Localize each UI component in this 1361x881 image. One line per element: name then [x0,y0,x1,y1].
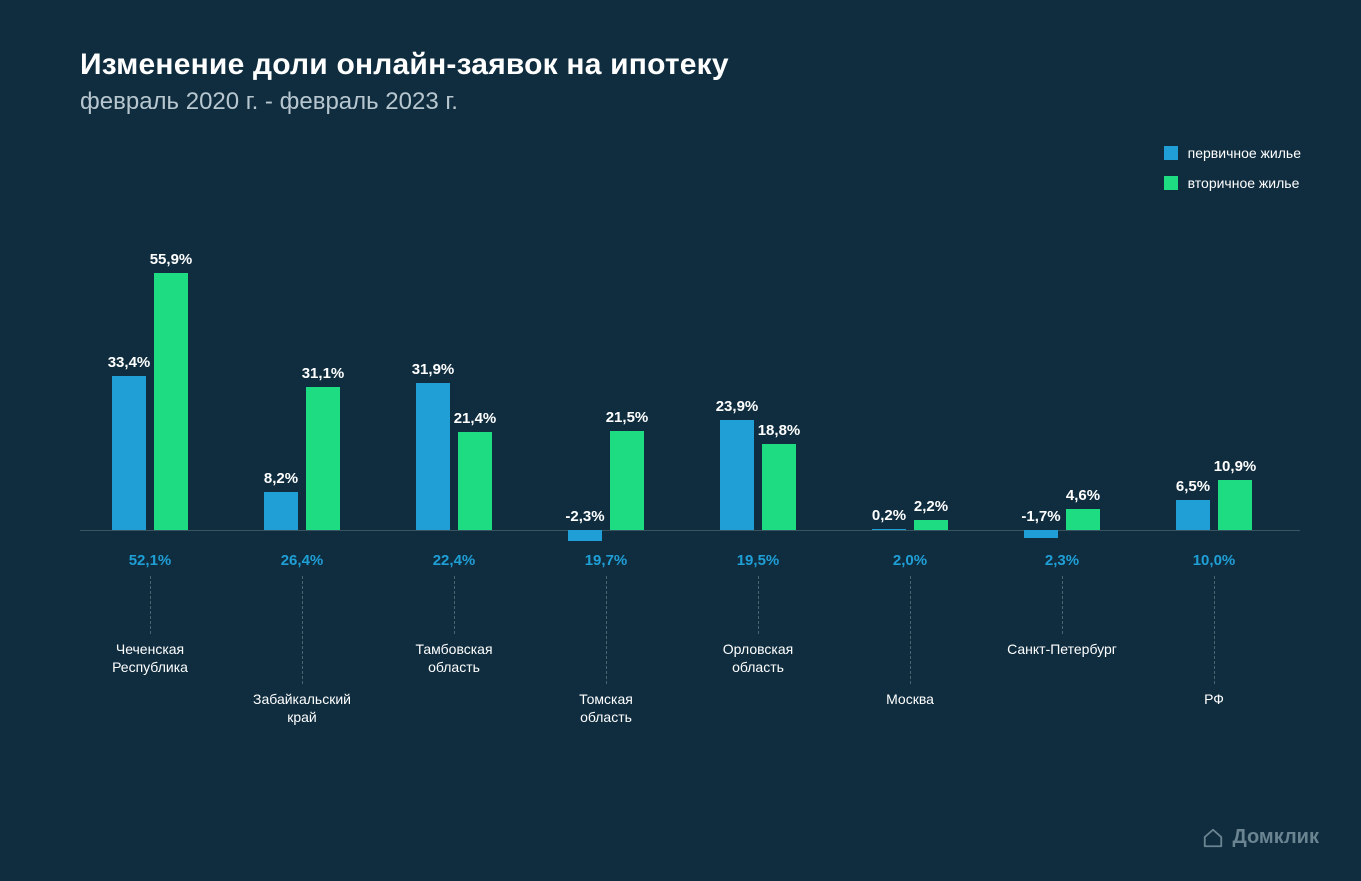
category-label: Орловскаяобласть [678,640,838,676]
brand-text: Домклик [1232,826,1319,849]
legend: первичное жилье вторичное жилье [1164,145,1301,205]
bar-primary [264,492,298,530]
bar-group: -1,7%4,6%2,3%Санкт-Петербург [992,260,1132,740]
bar-value-label: 2,2% [895,498,967,515]
bar-primary [1024,530,1058,538]
legend-item-secondary: вторичное жилье [1164,175,1301,191]
bar-value-label: 31,1% [287,365,359,382]
summary-pct: 19,5% [688,552,828,569]
category-label: РФ [1134,690,1294,708]
summary-pct: 2,0% [840,552,980,569]
drop-line [758,576,759,634]
bar-value-label: 10,9% [1199,458,1271,475]
drop-line [606,576,607,684]
bar-secondary [1066,509,1100,530]
bar-primary [872,529,906,530]
bar-value-label: 55,9% [135,251,207,268]
category-label: Томскаяобласть [526,690,686,726]
bar-secondary [1218,480,1252,530]
drop-line [454,576,455,634]
bar-secondary [154,273,188,530]
bar-value-label: 18,8% [743,422,815,439]
summary-pct: 26,4% [232,552,372,569]
legend-swatch-secondary [1164,176,1178,190]
chart-title: Изменение доли онлайн-заявок на ипотеку [80,48,729,82]
bar-value-label: 21,4% [439,410,511,427]
legend-label-primary: первичное жилье [1188,145,1301,161]
summary-pct: 52,1% [80,552,220,569]
bar-group: 33,4%55,9%52,1%ЧеченскаяРеспублика [80,260,220,740]
legend-label-secondary: вторичное жилье [1188,175,1300,191]
bar-secondary [306,387,340,530]
bar-group: 6,5%10,9%10,0%РФ [1144,260,1284,740]
brand-logo: Домклик [1202,826,1319,849]
summary-pct: 19,7% [536,552,676,569]
drop-line [150,576,151,634]
chart-header: Изменение доли онлайн-заявок на ипотеку … [80,48,729,116]
house-icon [1202,827,1224,849]
chart-subtitle: февраль 2020 г. - февраль 2023 г. [80,88,729,116]
bar-secondary [458,432,492,530]
summary-pct: 2,3% [992,552,1132,569]
category-label: ЧеченскаяРеспублика [70,640,230,676]
bar-primary [416,383,450,530]
bar-primary [1176,500,1210,530]
bar-secondary [610,431,644,530]
summary-pct: 10,0% [1144,552,1284,569]
drop-line [302,576,303,684]
bar-chart: 33,4%55,9%52,1%ЧеченскаяРеспублика8,2%31… [80,260,1300,740]
bar-primary [568,530,602,541]
bar-value-label: 31,9% [397,361,469,378]
bar-group: 23,9%18,8%19,5%Орловскаяобласть [688,260,828,740]
bar-group: -2,3%21,5%19,7%Томскаяобласть [536,260,676,740]
bar-secondary [762,444,796,530]
legend-swatch-primary [1164,146,1178,160]
bar-group: 8,2%31,1%26,4%Забайкальскийкрай [232,260,372,740]
category-label: Москва [830,690,990,708]
bar-value-label: 23,9% [701,398,773,415]
bar-group: 0,2%2,2%2,0%Москва [840,260,980,740]
bar-primary [112,376,146,530]
category-label: Тамбовскаяобласть [374,640,534,676]
legend-item-primary: первичное жилье [1164,145,1301,161]
drop-line [1214,576,1215,684]
bar-group: 31,9%21,4%22,4%Тамбовскаяобласть [384,260,524,740]
drop-line [910,576,911,684]
bar-value-label: 21,5% [591,409,663,426]
category-label: Забайкальскийкрай [222,690,382,726]
bar-secondary [914,520,948,530]
bar-value-label: 4,6% [1047,487,1119,504]
drop-line [1062,576,1063,634]
category-label: Санкт-Петербург [982,640,1142,658]
summary-pct: 22,4% [384,552,524,569]
